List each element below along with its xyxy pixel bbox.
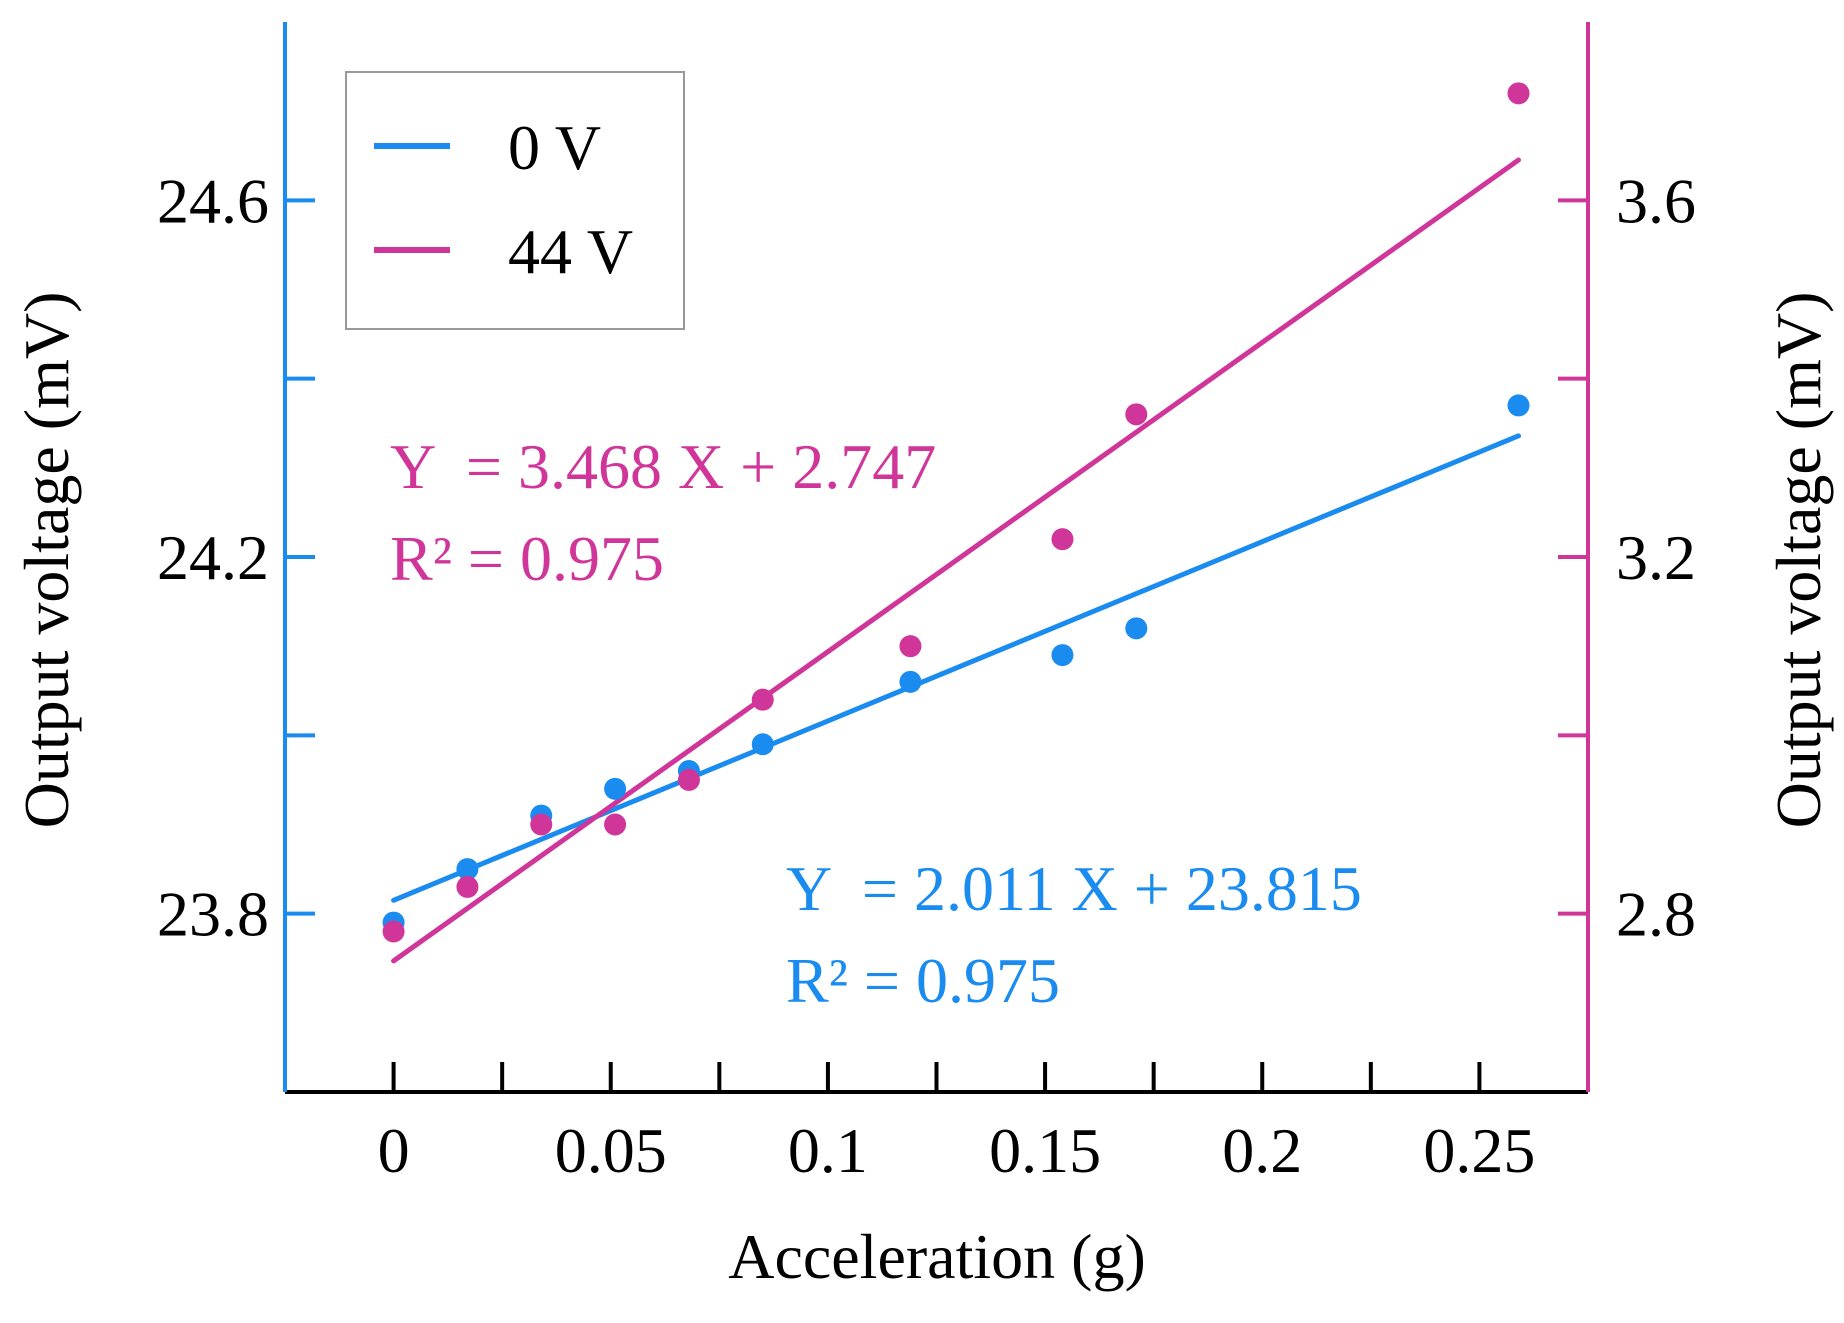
data-point-44v-5	[751, 688, 774, 711]
legend-label-44v: 44 V	[508, 216, 633, 287]
r2-0v: R² = 0.975	[786, 945, 1060, 1016]
data-point-0v-9	[1507, 394, 1530, 417]
y-left-tick-label: 23.8	[157, 879, 269, 950]
x-tick-label: 0.25	[1423, 1115, 1535, 1186]
fit-line-0v	[391, 433, 1522, 903]
plot-area	[382, 82, 1530, 964]
data-point-44v-0	[382, 920, 405, 943]
data-point-0v-3	[604, 777, 627, 800]
labels: Acceleration (g) Output voltage (mV) Out…	[11, 292, 1834, 1292]
y-axis-right-label: Output voltage (mV)	[1763, 292, 1834, 829]
fit-line-44v	[391, 157, 1522, 964]
data-point-0v-5	[751, 733, 774, 756]
data-point-44v-3	[604, 813, 627, 836]
data-point-0v-7	[1051, 644, 1074, 667]
data-point-0v-6	[899, 670, 922, 693]
x-axis-label: Acceleration (g)	[728, 1221, 1146, 1292]
data-point-44v-6	[899, 635, 922, 658]
x-tick-label: 0.1	[788, 1115, 868, 1186]
data-point-0v-8	[1125, 617, 1148, 640]
data-point-44v-8	[1125, 403, 1148, 426]
y-right-tick-label: 3.6	[1616, 165, 1696, 236]
axes: 0 0.05 0.1 0.15 0.2 0.25 23.8 24.2 24.6 2.8 3.2 3.6	[157, 22, 1696, 1186]
y-left-tick-label: 24.6	[157, 165, 269, 236]
data-point-44v-4	[677, 768, 700, 791]
r2-44v: R² = 0.975	[390, 523, 664, 594]
equation-0v: Y = 2.011 X + 23.815	[786, 853, 1362, 924]
data-point-44v-7	[1051, 528, 1074, 551]
x-tick-label: 0.05	[555, 1115, 667, 1186]
y-right-tick-label: 3.2	[1616, 522, 1696, 593]
data-point-44v-1	[456, 875, 479, 898]
legend-box	[345, 71, 685, 330]
data-point-0v-1	[456, 858, 479, 881]
y-axis-left-label: Output voltage (mV)	[11, 292, 82, 829]
y-left-tick-label: 24.2	[157, 522, 269, 593]
equation-44v: Y = 3.468 X + 2.747	[390, 431, 936, 502]
data-point-44v-9	[1507, 82, 1530, 105]
x-tick-label: 0	[378, 1115, 410, 1186]
data-point-44v-2	[530, 813, 553, 836]
legend: 0 V 44 V	[345, 71, 685, 330]
x-tick-label: 0.2	[1222, 1115, 1302, 1186]
legend-label-0v: 0 V	[508, 112, 601, 183]
x-tick-label: 0.15	[989, 1115, 1101, 1186]
y-right-tick-label: 2.8	[1616, 879, 1696, 950]
